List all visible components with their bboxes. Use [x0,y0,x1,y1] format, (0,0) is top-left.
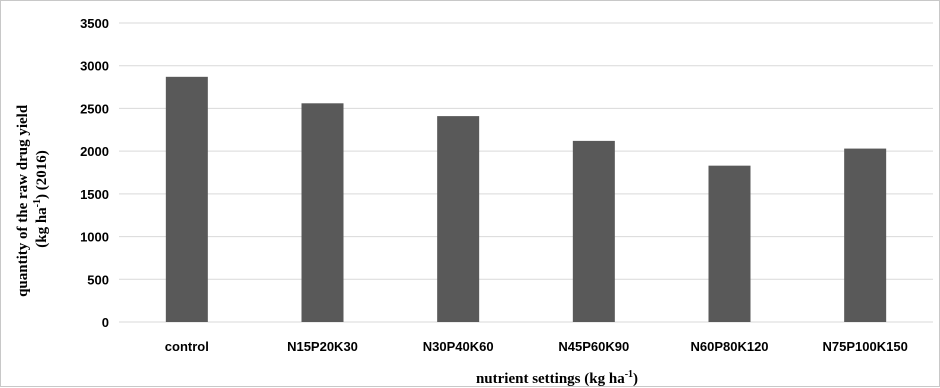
y-axis-ticks: 0 500 1000 1500 2000 2500 3000 3500 [80,16,109,330]
x-axis-title-main: nutrient settings (kg ha [476,371,625,387]
y-tick-label-1500: 1500 [80,187,109,202]
y-tick-label-500: 500 [87,272,109,287]
y-tick-label-3000: 3000 [80,59,109,74]
y-tick-label-2500: 2500 [80,101,109,116]
x-tick-label-control: control [165,339,209,354]
bar-N15P20K30 [301,103,344,322]
x-axis-title: nutrient settings (kg ha-1) [476,369,638,387]
gridlines [119,22,933,323]
bar-N75P100K150 [844,148,887,322]
x-tick-label-N45P60K90: N45P60K90 [558,339,629,354]
bar-N45P60K90 [572,140,615,322]
x-axis-ticks: control N15P20K30 N30P40K60 N45P60K90 N60P80… [165,339,908,354]
x-tick-label-N60P80K120: N60P80K120 [690,339,768,354]
y-axis-title-superscript: -1 [32,199,43,207]
bar-N60P80K120 [708,165,751,322]
y-tick-label-2000: 2000 [80,144,109,159]
x-axis-title-end: ) [633,371,638,387]
x-tick-label-N30P40K60: N30P40K60 [423,339,494,354]
x-axis-title-superscript: -1 [625,369,633,380]
y-axis-title-line1: quantity of the raw drug yield [15,104,31,297]
bars [165,76,887,322]
y-tick-label-0: 0 [102,315,109,330]
x-tick-label-N15P20K30: N15P20K30 [287,339,358,354]
bar-control [165,76,208,322]
x-tick-label-N75P100K150: N75P100K150 [823,339,908,354]
y-axis-title-line2-end: ) (2016) [34,150,50,199]
y-axis-title-line2: (kg ha [34,207,50,248]
bar-N30P40K60 [437,116,480,322]
y-axis-title: quantity of the raw drug yield (kg ha-1)… [15,101,50,297]
y-tick-label-1000: 1000 [80,230,109,245]
y-tick-label-3500: 3500 [80,16,109,31]
